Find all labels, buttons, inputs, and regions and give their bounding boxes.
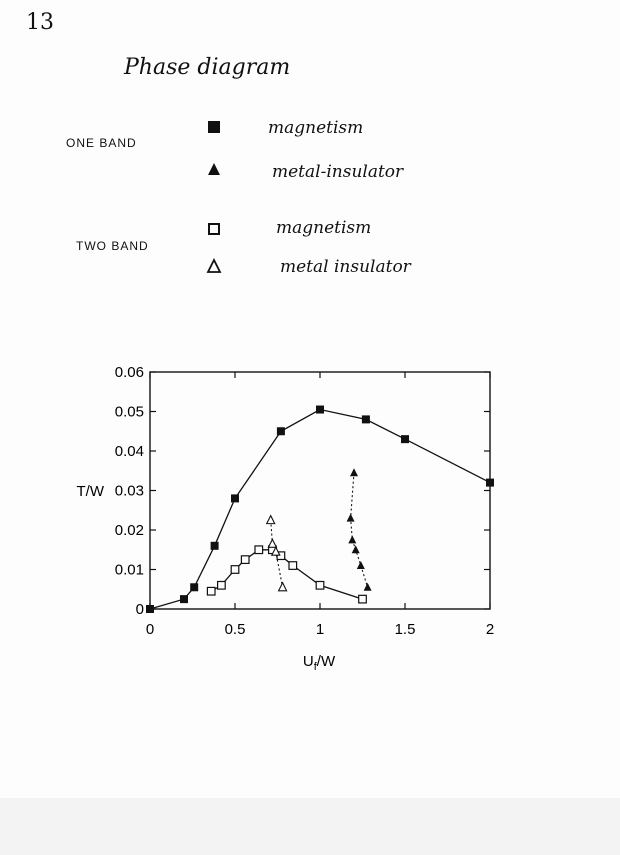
two_band_magnetism-point	[217, 580, 226, 590]
one_band_metal_insulator-line	[350, 472, 369, 588]
y-tick-label: 0.05	[115, 404, 144, 421]
y-axis-label: T/W	[77, 483, 105, 500]
two_band_metal_insulator-point	[267, 538, 278, 548]
page-title: Phase diagram	[124, 55, 291, 80]
one_band_magnetism-point	[146, 605, 154, 613]
legend-one-band-metal-insulator: metal-insulator	[272, 162, 404, 182]
two_band_magnetism-point	[315, 580, 325, 590]
one_band_magnetism-point	[231, 494, 239, 503]
two_band_metal_insulator-point	[265, 514, 276, 525]
y-tick-label: 0	[136, 601, 144, 618]
one_band_metal_insulator-point	[346, 513, 355, 522]
one_band_magnetism-point	[210, 541, 219, 550]
x-tick-label: 2	[486, 621, 494, 638]
one_band_magnetism-point	[276, 427, 285, 436]
one_band_metal_insulator-point	[356, 561, 365, 570]
x-tick-label: 1.5	[395, 621, 416, 638]
open-square-icon	[208, 223, 220, 235]
one_band_magnetism-point	[316, 405, 324, 414]
y-tick-label: 0.03	[115, 483, 144, 500]
two_band_metal_insulator-point	[277, 581, 288, 592]
two_band_magnetism-point	[254, 545, 264, 555]
one_band_magnetism-point	[361, 415, 370, 424]
y-tick-label: 0.02	[115, 522, 144, 539]
legend-two-band-metal-insulator: metal insulator	[280, 257, 411, 277]
two_band_metal_insulator-point	[270, 545, 281, 556]
two_band_magnetism-point	[240, 555, 250, 565]
legend-one-band-magnetism: magnetism	[268, 118, 364, 138]
two_band_magnetism-line	[210, 549, 363, 600]
one_band_magnetism-point	[401, 435, 409, 444]
one_band_magnetism-line	[149, 408, 491, 610]
one_band_magnetism-point	[180, 595, 188, 604]
two_band_magnetism-point	[358, 594, 367, 604]
two_band_magnetism-point	[230, 565, 240, 574]
one-band-label: ONE BAND	[66, 136, 137, 150]
one_band_magnetism-point	[190, 583, 199, 592]
x-axis-label: Uf/W	[303, 653, 336, 673]
x-tick-label: 0.5	[225, 621, 246, 638]
two-band-label: TWO BAND	[76, 239, 149, 253]
legend-two-band-magnetism: magnetism	[276, 218, 372, 238]
y-tick-label: 0.06	[115, 364, 144, 381]
one_band_metal_insulator-point	[363, 582, 372, 591]
one_band_magnetism-point	[486, 478, 494, 487]
x-tick-label: 1	[316, 621, 324, 638]
page-bottom-shading	[0, 798, 620, 855]
one_band_metal_insulator-point	[348, 535, 357, 544]
x-tick-label: 0	[146, 621, 154, 638]
two_band_magnetism-point	[288, 561, 298, 570]
y-tick-label: 0.01	[115, 562, 144, 579]
page-number: 13	[26, 10, 54, 35]
one_band_metal_insulator-point	[351, 545, 360, 554]
filled-square-icon	[208, 121, 220, 133]
one_band_metal_insulator-point	[350, 468, 358, 477]
two_band_magnetism-point	[206, 586, 216, 596]
y-tick-label: 0.04	[115, 443, 144, 460]
